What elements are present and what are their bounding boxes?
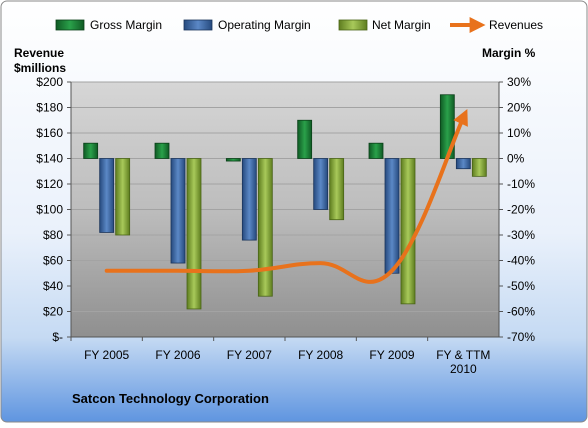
left-axis-tick-label: $100 [36, 203, 63, 217]
left-axis-tick-label: $80 [43, 228, 63, 242]
left-axis-title-line1: Revenue [14, 46, 64, 60]
right-axis-tick-label: -30% [507, 228, 535, 242]
legend-label-net-margin: Net Margin [372, 18, 431, 32]
x-axis-tick-label: FY 2005 [84, 348, 129, 362]
bar-operating-margin [100, 159, 114, 233]
legend-swatch-operating-margin [184, 20, 212, 30]
right-axis-tick-label: 0% [507, 152, 525, 166]
bar-operating-margin [456, 159, 470, 169]
right-axis-tick-label: 30% [507, 75, 531, 89]
bar-net-margin [116, 159, 130, 236]
legend-label-operating-margin: Operating Margin [218, 18, 311, 32]
bar-gross-margin [155, 143, 169, 158]
legend-label-revenues: Revenues [489, 18, 543, 32]
bar-operating-margin [385, 159, 399, 274]
legend-label-gross-margin: Gross Margin [90, 18, 162, 32]
x-axis-tick-label: 2010 [450, 362, 477, 376]
bar-net-margin [401, 159, 415, 304]
left-axis-tick-label: $120 [36, 177, 63, 191]
bar-net-margin [472, 159, 486, 177]
left-axis-tick-label: $60 [43, 254, 63, 268]
right-axis-tick-label: 10% [507, 126, 531, 140]
bar-gross-margin [369, 143, 383, 158]
legend-swatch-net-margin [339, 20, 367, 30]
right-axis-tick-label: -60% [507, 305, 535, 319]
right-axis-tick-label: 20% [507, 101, 531, 115]
x-axis-tick-label: FY 2007 [227, 348, 272, 362]
right-axis-tick-label: -10% [507, 177, 535, 191]
x-axis-tick-label: FY 2006 [155, 348, 200, 362]
bar-operating-margin [314, 159, 328, 210]
left-axis-tick-label: $- [52, 330, 63, 344]
right-axis-title: Margin % [482, 46, 536, 60]
left-axis-title-line2: $millions [14, 61, 66, 75]
bar-net-margin [187, 159, 201, 309]
right-axis-tick-label: -50% [507, 279, 535, 293]
bar-net-margin [258, 159, 272, 297]
x-axis-tick-label: FY 2008 [298, 348, 343, 362]
x-axis-tick-label: FY 2009 [369, 348, 414, 362]
legend-swatch-gross-margin [56, 20, 84, 30]
footer-company-name: Satcon Technology Corporation [72, 391, 269, 406]
right-axis-tick-label: -40% [507, 254, 535, 268]
left-axis-tick-label: $200 [36, 75, 63, 89]
right-axis-tick-label: -70% [507, 330, 535, 344]
left-axis-tick-label: $140 [36, 152, 63, 166]
right-axis-tick-label: -20% [507, 203, 535, 217]
left-axis-tick-label: $180 [36, 101, 63, 115]
bar-operating-margin [171, 159, 185, 264]
bar-operating-margin [242, 159, 256, 241]
bar-gross-margin [226, 159, 240, 162]
left-axis-tick-label: $40 [43, 279, 63, 293]
bar-net-margin [330, 159, 344, 220]
x-axis-tick-label: FY & TTM [436, 348, 490, 362]
bar-gross-margin [84, 143, 98, 158]
left-axis-tick-label: $160 [36, 126, 63, 140]
bar-gross-margin [298, 120, 312, 158]
left-axis-tick-label: $20 [43, 305, 63, 319]
